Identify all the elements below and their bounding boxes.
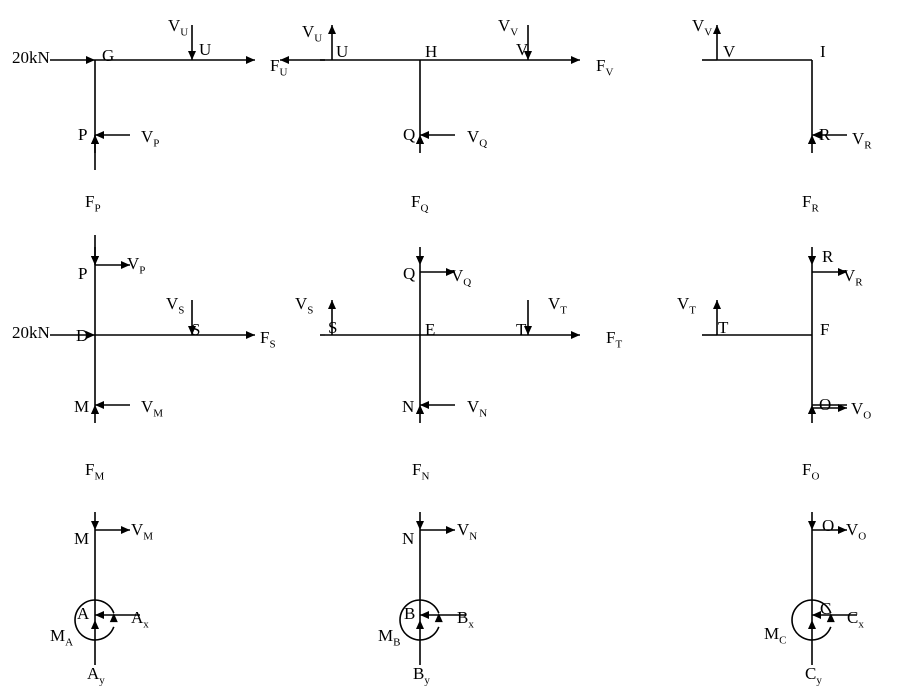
node-V-right: V bbox=[723, 43, 735, 60]
node-F: F bbox=[820, 321, 829, 338]
node-Q-upper: Q bbox=[403, 126, 415, 143]
node-P-upper: P bbox=[78, 126, 87, 143]
node-E: E bbox=[425, 321, 435, 338]
lbl-FR: FR bbox=[802, 193, 819, 210]
node-O-lower: O bbox=[822, 517, 834, 534]
node-S-right: S bbox=[328, 319, 337, 336]
lbl-VP-upper: VP bbox=[141, 128, 159, 145]
lbl-VQ-upper: VQ bbox=[467, 128, 487, 145]
node-M-upper: M bbox=[74, 398, 89, 415]
load-20kn-top: 20kN bbox=[12, 49, 50, 66]
lbl-MB: MB bbox=[378, 627, 400, 644]
node-U-right: U bbox=[336, 43, 348, 60]
node-G: G bbox=[102, 47, 114, 64]
node-U-left: U bbox=[199, 41, 211, 58]
lbl-FM: FM bbox=[85, 461, 104, 478]
lbl-FO: FO bbox=[802, 461, 819, 478]
lbl-VM-upper: VM bbox=[141, 398, 163, 415]
lbl-By: By bbox=[413, 665, 430, 682]
lbl-VS-left: VS bbox=[166, 295, 184, 312]
lbl-VO-lower: VO bbox=[846, 521, 866, 538]
node-N-lower: N bbox=[402, 530, 414, 547]
lbl-FV-left: FV bbox=[596, 57, 613, 74]
lbl-Ay: Ay bbox=[87, 665, 105, 682]
node-A: A bbox=[77, 605, 89, 622]
lbl-Ax: Ax bbox=[131, 609, 149, 626]
node-V-left: V bbox=[516, 41, 528, 58]
lbl-VN-upper: VN bbox=[467, 398, 487, 415]
lbl-FU-left: FU bbox=[270, 57, 287, 74]
lbl-VM-lower: VM bbox=[131, 521, 153, 538]
lbl-Cx: Cx bbox=[847, 609, 864, 626]
lbl-VR-lower: VR bbox=[843, 267, 863, 284]
node-I: I bbox=[820, 43, 826, 60]
lbl-FP: FP bbox=[85, 193, 101, 210]
lbl-FQ: FQ bbox=[411, 193, 428, 210]
load-20kn-mid: 20kN bbox=[12, 324, 50, 341]
lbl-VT-left: VT bbox=[548, 295, 567, 312]
node-R-upper: R bbox=[819, 126, 830, 143]
lbl-VO-upper: VO bbox=[851, 400, 871, 417]
node-B: B bbox=[404, 605, 415, 622]
lbl-VS-right: VS bbox=[295, 295, 313, 312]
diagram-svg bbox=[0, 0, 899, 698]
lbl-VV-left: VV bbox=[498, 17, 518, 34]
lbl-MA: MA bbox=[50, 627, 73, 644]
lbl-VR-upper: VR bbox=[852, 130, 872, 147]
lbl-FT-left: FT bbox=[606, 329, 622, 346]
node-Q-lower: Q bbox=[403, 265, 415, 282]
node-C: C bbox=[820, 600, 831, 617]
node-M-lower: M bbox=[74, 530, 89, 547]
lbl-VV-right: VV bbox=[692, 17, 712, 34]
lbl-FN: FN bbox=[412, 461, 429, 478]
lbl-VT-right: VT bbox=[677, 295, 696, 312]
lbl-Cy: Cy bbox=[805, 665, 822, 682]
node-D: D bbox=[76, 327, 88, 344]
lbl-VQ-lower: VQ bbox=[451, 267, 471, 284]
lbl-VU-right: VU bbox=[302, 23, 322, 40]
node-O-upper: O bbox=[819, 396, 831, 413]
node-T-right: T bbox=[718, 319, 728, 336]
node-S-left: S bbox=[191, 321, 200, 338]
lbl-VN-lower: VN bbox=[457, 521, 477, 538]
node-H: H bbox=[425, 43, 437, 60]
lbl-VP-lower: VP bbox=[127, 255, 145, 272]
node-N-upper: N bbox=[402, 398, 414, 415]
node-T-left: T bbox=[516, 321, 526, 338]
node-R-lower: R bbox=[822, 248, 833, 265]
node-P-lower: P bbox=[78, 265, 87, 282]
lbl-VU-left: VU bbox=[168, 17, 188, 34]
lbl-FS-left: FS bbox=[260, 329, 276, 346]
lbl-MC: MC bbox=[764, 625, 786, 642]
lbl-Bx: Bx bbox=[457, 609, 474, 626]
